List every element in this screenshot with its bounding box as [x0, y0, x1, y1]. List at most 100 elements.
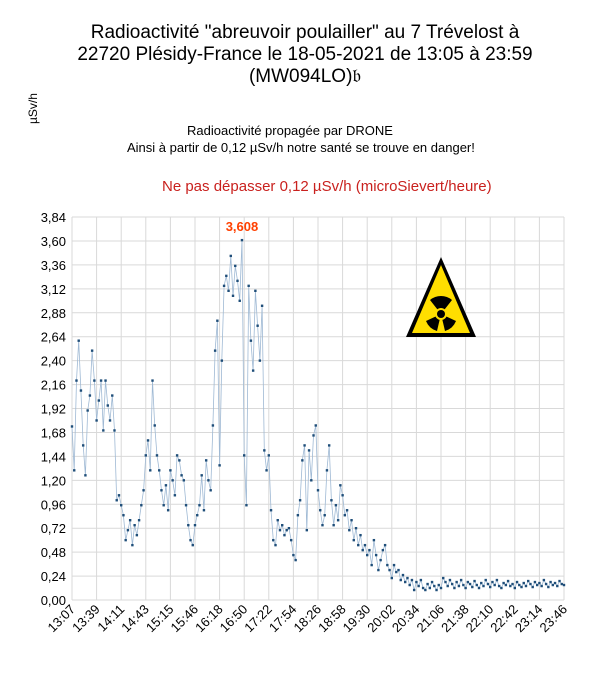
data-point — [298, 499, 302, 502]
data-point — [88, 394, 92, 397]
radioactive-warning-sign-icon — [406, 257, 476, 337]
data-point — [551, 583, 555, 587]
annotation-limit: Ne pas dépasser 0,12 µSv/h (microSievert… — [162, 178, 492, 195]
data-point — [370, 563, 373, 567]
data-point — [372, 538, 376, 542]
data-point — [520, 585, 523, 589]
data-point — [489, 585, 492, 589]
y-tick-label: 0,72 — [41, 521, 66, 536]
x-tick-label: 15:15 — [143, 602, 177, 636]
data-point — [187, 523, 190, 527]
data-point — [397, 568, 400, 572]
data-point — [404, 580, 407, 584]
data-point — [527, 579, 530, 583]
data-point — [415, 580, 418, 584]
data-point — [128, 519, 132, 522]
data-point — [493, 583, 496, 587]
data-point — [164, 484, 168, 487]
data-point — [459, 578, 463, 582]
data-point — [500, 586, 503, 590]
data-point — [410, 578, 414, 582]
y-tick-label: 2,16 — [41, 378, 66, 393]
data-point — [149, 469, 152, 472]
y-tick-label: 0,24 — [41, 569, 66, 584]
data-point — [549, 580, 552, 584]
data-point — [86, 409, 89, 412]
data-point — [102, 429, 105, 432]
data-point — [437, 583, 440, 587]
data-point — [198, 504, 201, 507]
data-point — [263, 449, 266, 452]
data-point — [93, 379, 96, 382]
data-point — [254, 289, 257, 293]
data-point — [84, 474, 87, 477]
data-point — [193, 523, 197, 527]
y-tick-label: 1,68 — [41, 425, 66, 440]
data-point — [522, 581, 525, 585]
data-point — [178, 459, 181, 462]
data-point — [77, 339, 80, 342]
y-tick-label: 2,88 — [41, 306, 66, 321]
data-point — [124, 538, 127, 542]
data-point — [374, 553, 378, 557]
data-point — [182, 479, 186, 482]
x-tick-label: 20:34 — [389, 602, 423, 636]
data-point — [191, 543, 194, 547]
data-point — [126, 528, 130, 532]
data-point — [531, 585, 534, 589]
data-point — [70, 425, 74, 428]
data-point — [325, 469, 329, 472]
data-point — [209, 489, 212, 492]
x-tick-label: 13:39 — [69, 602, 103, 636]
data-point — [428, 586, 432, 590]
data-point — [301, 459, 304, 462]
data-point — [312, 434, 315, 437]
data-point — [258, 359, 262, 362]
data-point — [486, 582, 490, 586]
data-point — [350, 519, 353, 522]
peak-data-label: 3,608 — [226, 219, 259, 234]
annotation-drone: Radioactivité propagée par DRONE — [187, 123, 393, 138]
data-point — [216, 319, 219, 322]
data-point — [240, 238, 244, 242]
data-point — [222, 284, 226, 288]
data-point — [292, 553, 295, 557]
data-point — [435, 588, 438, 592]
data-point — [202, 509, 206, 512]
data-point — [491, 580, 494, 584]
data-point — [556, 584, 559, 588]
data-point — [419, 578, 423, 582]
data-point — [383, 543, 387, 547]
data-point — [439, 586, 443, 590]
data-point — [104, 379, 107, 382]
y-tick-label: 1,44 — [41, 449, 66, 464]
y-tick-label: 3,36 — [41, 258, 66, 273]
data-point — [184, 504, 188, 507]
data-point — [547, 585, 550, 589]
data-point — [131, 543, 134, 547]
data-point — [146, 439, 150, 442]
x-tick-label: 17:22 — [241, 602, 275, 636]
data-point — [229, 254, 232, 258]
data-point — [424, 588, 427, 592]
data-point — [115, 499, 118, 502]
data-point — [189, 538, 192, 542]
data-point — [285, 528, 288, 532]
data-point — [283, 533, 286, 537]
data-point — [73, 469, 76, 472]
data-point — [471, 585, 474, 589]
data-point — [234, 264, 237, 268]
data-point — [166, 509, 170, 512]
data-point — [538, 581, 541, 585]
data-point — [408, 583, 411, 587]
data-point — [211, 424, 215, 427]
data-point — [482, 584, 485, 588]
data-point — [513, 586, 516, 590]
data-point — [518, 583, 521, 587]
x-tick-label: 23:14 — [512, 602, 546, 636]
data-point — [158, 469, 161, 472]
data-point — [144, 454, 147, 457]
data-point — [180, 474, 183, 477]
data-point — [453, 586, 456, 590]
data-point — [238, 299, 241, 302]
